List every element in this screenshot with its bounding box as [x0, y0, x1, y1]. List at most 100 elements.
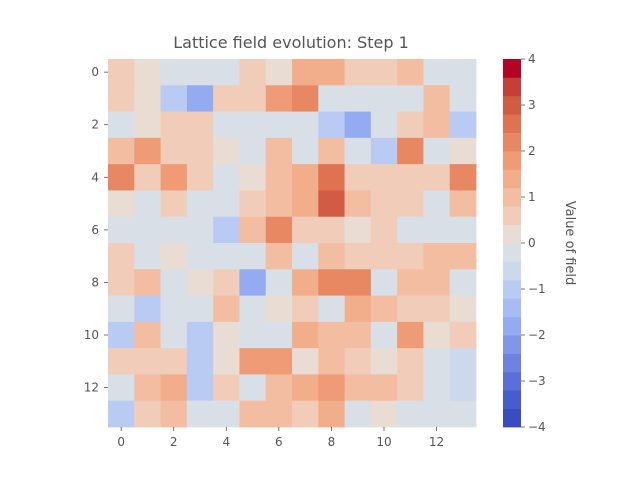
x-tick-label: 2 — [170, 435, 178, 449]
x-tick-label: 12 — [429, 435, 444, 449]
heatmap-cell — [423, 164, 451, 191]
heatmap-cell — [318, 348, 345, 375]
heatmap-cell — [423, 374, 451, 402]
colorbar-tick-label: 0 — [528, 236, 536, 250]
heatmap-cell — [292, 269, 319, 296]
chart-title: Lattice field evolution: Step 1 — [173, 33, 409, 52]
heatmap-cell — [239, 190, 267, 218]
heatmap-cell — [344, 85, 372, 112]
heatmap-cell — [108, 85, 135, 112]
heatmap-cell — [449, 295, 477, 323]
heatmap-cell — [344, 400, 372, 428]
heatmap-cell — [292, 111, 319, 139]
heatmap-cell — [108, 111, 135, 139]
heatmap-cell — [397, 348, 424, 375]
heatmap-cell — [370, 111, 398, 139]
colorbar-tick-label: 1 — [528, 190, 536, 204]
heatmap-cell — [370, 190, 398, 218]
heatmap-cell — [186, 400, 214, 428]
heatmap-cell — [160, 295, 188, 323]
heatmap-cell — [213, 321, 240, 349]
heatmap-grid — [108, 59, 477, 428]
heatmap-cell — [239, 59, 267, 86]
heatmap-cell — [344, 374, 372, 402]
heatmap-cell — [423, 321, 451, 349]
colorbar-segment — [503, 390, 521, 409]
colorbar-segment — [503, 261, 521, 281]
colorbar-segment — [503, 132, 521, 152]
x-axis: 0 2 4 6 8 10 12 — [117, 427, 444, 449]
heatmap-cell — [449, 243, 477, 270]
heatmap-cell — [134, 243, 161, 270]
heatmap-cell — [134, 321, 161, 349]
heatmap-cell — [213, 374, 240, 402]
heatmap-cell — [160, 190, 188, 218]
heatmap-cell — [134, 190, 161, 218]
heatmap-cell — [397, 164, 424, 191]
heatmap-cell — [186, 111, 214, 139]
colorbar-tick-label: −3 — [528, 374, 546, 388]
heatmap-cell — [213, 269, 240, 296]
heatmap-cell — [213, 348, 240, 375]
heatmap-cell — [239, 85, 267, 112]
heatmap-cell — [239, 216, 267, 244]
heatmap-cell — [186, 164, 214, 191]
colorbar-tick-label: −4 — [528, 420, 546, 434]
colorbar-segment — [503, 335, 521, 354]
heatmap-cell — [344, 216, 372, 244]
heatmap-cell — [108, 269, 135, 296]
colorbar-segment — [503, 408, 521, 428]
y-axis: 0 2 4 6 8 10 12 — [84, 65, 108, 395]
heatmap-cell — [397, 321, 424, 349]
heatmap-cell — [344, 295, 372, 323]
heatmap-cell — [449, 374, 477, 402]
heatmap-cell — [292, 190, 319, 218]
heatmap-cell — [108, 59, 135, 86]
heatmap-cell — [160, 243, 188, 270]
heatmap-cell — [265, 85, 293, 112]
heatmap-cell — [370, 321, 398, 349]
heatmap-cell — [318, 400, 345, 428]
heatmap-cell — [370, 243, 398, 270]
heatmap-cell — [423, 243, 451, 270]
heatmap-cell — [397, 374, 424, 402]
heatmap-cell — [108, 137, 135, 165]
heatmap-cell — [134, 348, 161, 375]
heatmap-cell — [265, 243, 293, 270]
heatmap-cell — [370, 216, 398, 244]
heatmap-cell — [397, 243, 424, 270]
heatmap-cell — [108, 190, 135, 218]
heatmap-cell — [318, 190, 345, 218]
heatmap-cell — [239, 164, 267, 191]
heatmap-cell — [265, 59, 293, 86]
heatmap-cell — [108, 321, 135, 349]
colorbar-segment — [503, 224, 521, 244]
heatmap-cell — [318, 85, 345, 112]
heatmap-cell — [397, 85, 424, 112]
heatmap-cell — [449, 348, 477, 375]
heatmap-cell — [397, 269, 424, 296]
heatmap-cell — [318, 374, 345, 402]
heatmap-cell — [370, 374, 398, 402]
x-tick-label: 8 — [328, 435, 336, 449]
heatmap-cell — [186, 137, 214, 165]
heatmap-cell — [318, 295, 345, 323]
heatmap-cell — [213, 190, 240, 218]
heatmap-cell — [134, 59, 161, 86]
heatmap-cell — [265, 400, 293, 428]
heatmap-cell — [370, 400, 398, 428]
heatmap-cell — [449, 321, 477, 349]
heatmap-cell — [370, 348, 398, 375]
heatmap-cell — [344, 321, 372, 349]
heatmap-cell — [318, 164, 345, 191]
colorbar-segment — [503, 371, 521, 391]
colorbar-segment — [503, 77, 521, 97]
heatmap-cell — [134, 400, 161, 428]
heatmap-cell — [292, 321, 319, 349]
heatmap-cell — [397, 216, 424, 244]
heatmap-cell — [134, 164, 161, 191]
heatmap-cell — [160, 137, 188, 165]
heatmap-cell — [265, 216, 293, 244]
heatmap-cell — [160, 321, 188, 349]
heatmap-cell — [292, 348, 319, 375]
